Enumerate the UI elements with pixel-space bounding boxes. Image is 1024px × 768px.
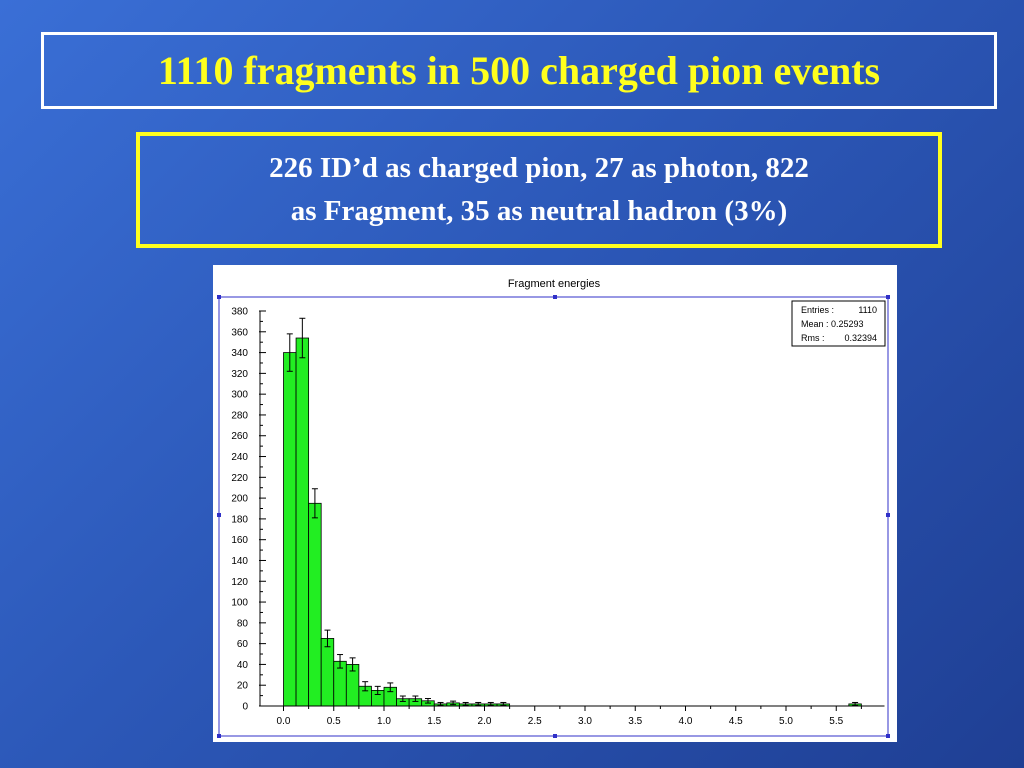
y-tick-label: 260 bbox=[231, 431, 248, 442]
y-tick-label: 0 bbox=[242, 702, 248, 713]
frame-handle[interactable] bbox=[217, 513, 221, 517]
frame-handle[interactable] bbox=[217, 734, 221, 738]
frame-handle[interactable] bbox=[553, 734, 557, 738]
y-tick-label: 20 bbox=[237, 681, 249, 692]
y-tick-label: 340 bbox=[231, 348, 248, 359]
y-tick-label: 60 bbox=[237, 639, 249, 650]
histogram-chart: Fragment energies 0 20 40 60 80 100 120 140 160 1… bbox=[217, 278, 890, 738]
stats-mean: Mean : 0.25293 bbox=[801, 319, 864, 329]
histogram-bar bbox=[320, 638, 335, 707]
y-tick-label: 160 bbox=[231, 535, 248, 546]
frame-handle[interactable] bbox=[553, 295, 557, 299]
stats-rms-value: 0.32394 bbox=[844, 333, 877, 343]
subtitle-line-1: 226 ID’d as charged pion, 27 as photon, … bbox=[269, 152, 809, 184]
histogram-bar bbox=[295, 337, 310, 707]
stats-entries-value: 1110 bbox=[858, 305, 877, 315]
bars-layer bbox=[283, 337, 862, 707]
x-tick-label: 4.5 bbox=[729, 716, 743, 727]
y-tick-label: 380 bbox=[231, 307, 248, 318]
y-tick-label: 320 bbox=[231, 369, 248, 380]
y-tick-label: 280 bbox=[231, 410, 248, 421]
x-tick-label: 5.5 bbox=[829, 716, 843, 727]
slide-subtitle: 226 ID’d as charged pion, 27 as photon, … bbox=[269, 147, 809, 233]
y-tick-label: 220 bbox=[231, 473, 248, 484]
histogram-bar bbox=[308, 502, 322, 707]
slide-subtitle-box: 226 ID’d as charged pion, 27 as photon, … bbox=[136, 132, 942, 248]
y-tick-label: 80 bbox=[237, 618, 249, 629]
x-tick-label: 1.0 bbox=[377, 716, 391, 727]
y-tick-label: 40 bbox=[237, 660, 249, 671]
y-tick-label: 300 bbox=[231, 390, 248, 401]
x-tick-label: 1.5 bbox=[427, 716, 441, 727]
stats-box: Entries : 1110 Mean : 0.25293 Rms : 0.32… bbox=[791, 300, 886, 347]
y-tick-label: 140 bbox=[231, 556, 248, 567]
x-tick-label: 0.0 bbox=[277, 716, 291, 727]
frame-handle[interactable] bbox=[217, 295, 221, 299]
x-tick-label: 0.5 bbox=[327, 716, 341, 727]
x-tick-label: 2.0 bbox=[478, 716, 492, 727]
frame-handle[interactable] bbox=[886, 734, 890, 738]
y-tick-label: 100 bbox=[231, 598, 248, 609]
axes-layer: 0 20 40 60 80 100 120 140 160 180 200 220 240 260 280 3… bbox=[231, 307, 885, 727]
x-tick-label: 2.5 bbox=[528, 716, 542, 727]
histogram-panel: Fragment energies 0 20 40 60 80 100 120 140 160 1… bbox=[213, 265, 897, 742]
y-tick-label: 180 bbox=[231, 514, 248, 525]
x-tick-label: 3.0 bbox=[578, 716, 592, 727]
x-tick-label: 3.5 bbox=[628, 716, 642, 727]
y-tick-label: 240 bbox=[231, 452, 248, 463]
x-tick-label: 5.0 bbox=[779, 716, 793, 727]
x-tick-label: 4.0 bbox=[679, 716, 693, 727]
stats-box-frame bbox=[791, 300, 886, 347]
y-tick-label: 200 bbox=[231, 494, 248, 505]
error-bars-layer bbox=[286, 317, 859, 706]
y-tick-label: 120 bbox=[231, 577, 248, 588]
subtitle-line-2: as Fragment, 35 as neutral hadron (3%) bbox=[290, 195, 788, 227]
stats-entries-label: Entries : bbox=[801, 305, 834, 315]
histogram-bar bbox=[283, 352, 297, 707]
stats-rms-label: Rms : bbox=[801, 333, 825, 343]
y-tick-label: 360 bbox=[231, 327, 248, 338]
chart-title: Fragment energies bbox=[508, 278, 601, 290]
slide-title-box: 1110 fragments in 500 charged pion event… bbox=[41, 32, 997, 109]
slide-title: 1110 fragments in 500 charged pion event… bbox=[157, 48, 881, 93]
frame-handle[interactable] bbox=[886, 295, 890, 299]
frame-handle[interactable] bbox=[886, 513, 890, 517]
